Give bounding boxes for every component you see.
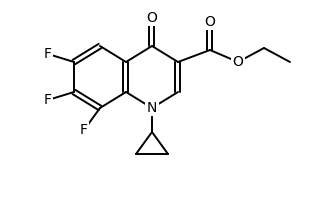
- Text: O: O: [147, 11, 157, 25]
- Text: F: F: [44, 47, 52, 61]
- Text: O: O: [232, 55, 243, 69]
- Text: N: N: [147, 101, 157, 115]
- Text: F: F: [80, 123, 88, 137]
- Text: F: F: [44, 93, 52, 107]
- Text: O: O: [204, 15, 215, 29]
